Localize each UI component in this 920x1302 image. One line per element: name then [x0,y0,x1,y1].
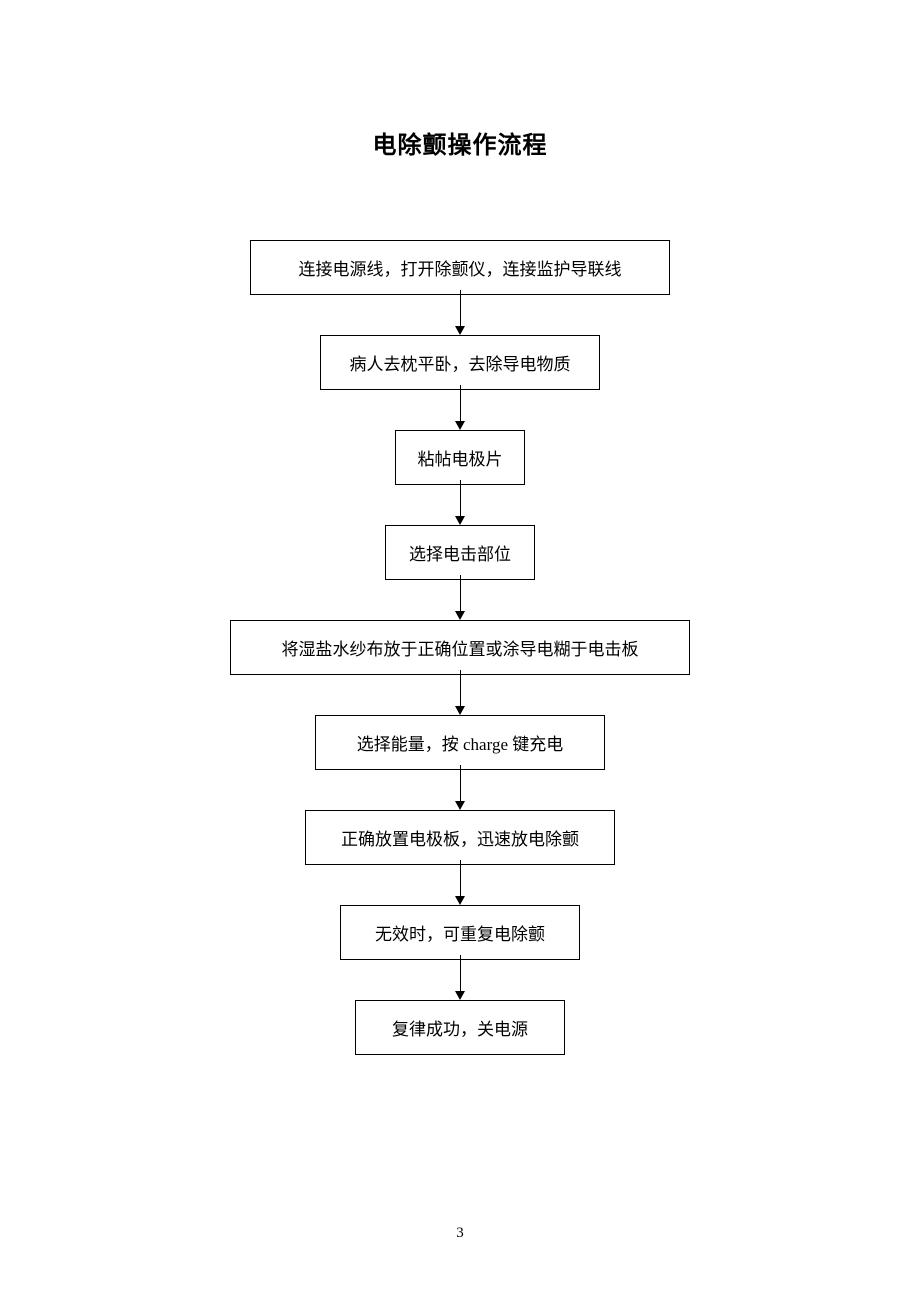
flowchart-node-3: 粘帖电极片 [395,430,525,485]
flowchart-node-9: 复律成功，关电源 [355,1000,565,1055]
page-number: 3 [456,1225,464,1242]
flowchart-arrow-7 [455,860,465,905]
flowchart-node-8: 无效时，可重复电除颤 [340,905,580,960]
flowchart-node-4: 选择电击部位 [385,525,535,580]
flowchart-arrow-2 [455,385,465,430]
flowchart-arrow-8 [455,955,465,1000]
flowchart-arrow-3 [455,480,465,525]
flowchart-arrow-4 [455,575,465,620]
flowchart-node-5: 将湿盐水纱布放于正确位置或涂导电糊于电击板 [230,620,690,675]
flowchart-node-1: 连接电源线，打开除颤仪，连接监护导联线 [250,240,670,295]
flowchart-arrow-1 [455,290,465,335]
flowchart-node-7: 正确放置电极板，迅速放电除颤 [305,810,615,865]
flowchart-node-6: 选择能量，按 charge 键充电 [315,715,605,770]
flowchart-arrow-6 [455,765,465,810]
flowchart-arrow-5 [455,670,465,715]
flowchart-node-2: 病人去枕平卧，去除导电物质 [320,335,600,390]
page-title: 电除颤操作流程 [0,0,920,160]
